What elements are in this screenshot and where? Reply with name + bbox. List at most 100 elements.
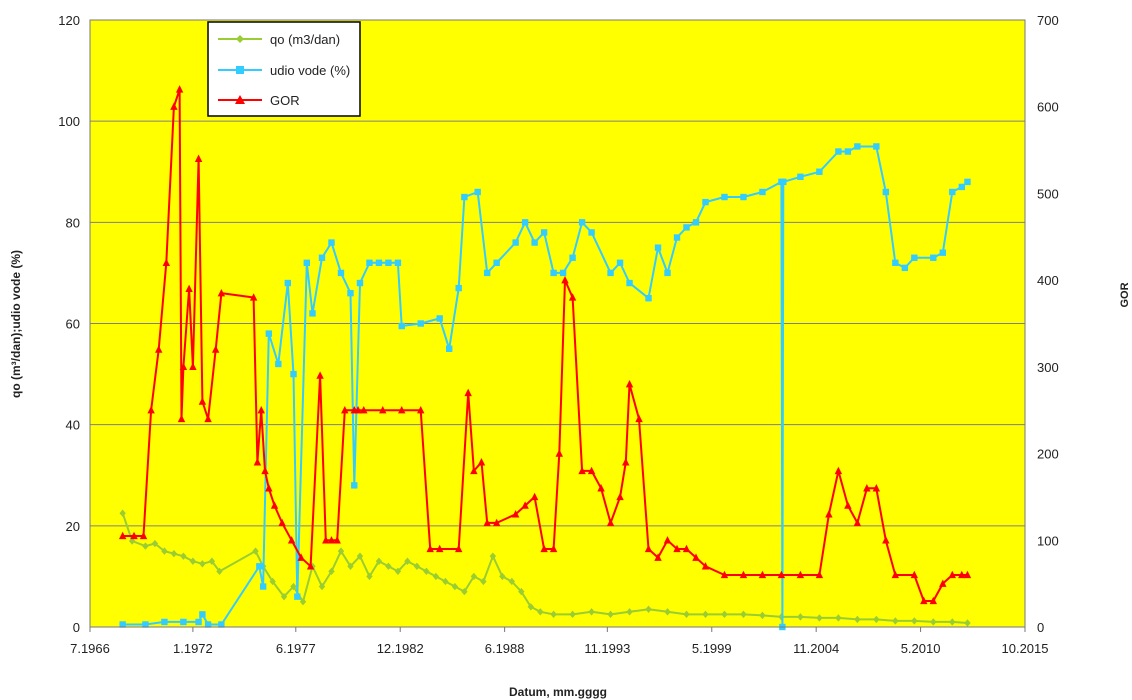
data-point-water xyxy=(417,320,424,327)
data-point-water xyxy=(892,259,899,266)
data-point-qo xyxy=(356,552,364,560)
data-point-qo xyxy=(816,614,823,622)
data-point-water xyxy=(759,188,766,196)
series-line-gor xyxy=(122,88,968,602)
plot-frame xyxy=(89,19,1026,628)
data-point-gor xyxy=(929,596,938,605)
data-point-water xyxy=(119,621,126,628)
data-point-gor xyxy=(483,518,491,527)
data-point-qo xyxy=(835,614,842,622)
data-point-gor xyxy=(322,536,330,544)
data-point-gor xyxy=(739,570,748,579)
data-point-water xyxy=(607,269,614,277)
data-point-water xyxy=(265,330,273,337)
data-point-gor xyxy=(194,154,203,162)
data-point-gor xyxy=(578,466,586,475)
y-tick-label: 100 xyxy=(58,114,80,129)
x-tick-label: 12.1982 xyxy=(377,641,424,656)
data-point-qo xyxy=(721,610,728,619)
data-point-gor xyxy=(297,553,305,561)
x-tick-label: 1.1972 xyxy=(173,641,213,656)
data-point-gor xyxy=(863,484,871,492)
data-point-qo xyxy=(683,610,690,619)
data-point-water xyxy=(347,289,354,297)
data-point-gor xyxy=(170,102,178,110)
data-point-gor xyxy=(663,536,672,544)
data-point-qo xyxy=(216,567,223,576)
data-point-gor xyxy=(185,284,193,293)
data-point-water xyxy=(303,259,311,266)
data-point-gor xyxy=(511,510,520,518)
data-point-gor xyxy=(872,484,881,492)
data-point-water xyxy=(493,259,500,266)
data-point-water xyxy=(521,219,529,226)
data-point-water xyxy=(569,254,576,261)
data-point-water xyxy=(474,188,481,196)
data-point-water xyxy=(290,370,297,378)
data-point-gor xyxy=(306,562,315,570)
data-point-qo xyxy=(199,560,206,568)
data-point-water xyxy=(161,618,168,626)
data-point-gor xyxy=(162,258,171,266)
data-point-water xyxy=(740,193,747,201)
data-point-water xyxy=(645,295,652,302)
data-point-qo xyxy=(470,572,478,581)
data-point-gor xyxy=(834,466,843,475)
data-point-water xyxy=(654,244,662,251)
gridlines xyxy=(90,120,1025,527)
data-point-gor xyxy=(341,406,349,414)
x-axis-label: Datum, mm.gggg xyxy=(509,685,607,699)
data-point-gor xyxy=(118,531,127,540)
data-point-qo xyxy=(161,547,168,555)
data-point-gor xyxy=(958,570,966,579)
data-point-qo xyxy=(280,592,288,601)
data-point-gor xyxy=(948,570,956,579)
data-point-water xyxy=(328,239,335,246)
data-point-qo xyxy=(318,582,326,591)
data-point-gor xyxy=(155,345,163,353)
data-point-water xyxy=(692,219,700,226)
data-point-water xyxy=(616,259,624,266)
x-tick-label: 7.1966 xyxy=(70,641,110,656)
data-point-gor xyxy=(920,596,928,605)
legend-label-gor: GOR xyxy=(270,93,300,108)
data-point-water xyxy=(356,279,364,287)
data-point-water xyxy=(309,310,316,317)
y-tick-label: 60 xyxy=(66,317,80,332)
data-point-qo xyxy=(119,509,126,517)
data-point-qo xyxy=(499,572,506,581)
data-point-water xyxy=(702,198,709,206)
data-point-qo xyxy=(394,567,402,576)
data-point-water xyxy=(385,259,392,266)
data-point-qo xyxy=(797,613,804,621)
data-point-water xyxy=(394,259,402,266)
data-point-qo xyxy=(489,552,497,560)
data-point-water xyxy=(844,148,852,155)
data-point-gor xyxy=(910,570,919,579)
data-point-water xyxy=(483,269,491,277)
data-point-qo xyxy=(569,610,576,619)
data-point-water xyxy=(664,269,671,277)
data-point-qo xyxy=(930,618,937,626)
data-point-water xyxy=(512,239,519,246)
data-point-gor xyxy=(426,544,434,553)
data-point-qo xyxy=(518,587,525,596)
data-point-gor xyxy=(720,570,729,579)
data-point-gor xyxy=(891,570,900,579)
series-water xyxy=(119,143,971,631)
data-point-water xyxy=(366,259,373,266)
y2-tick-label: 0 xyxy=(1037,620,1044,635)
data-point-water xyxy=(204,621,212,628)
data-point-gor xyxy=(777,570,786,579)
data-point-qo xyxy=(269,577,276,586)
data-point-gor xyxy=(287,536,296,544)
data-point-gor xyxy=(177,414,186,423)
data-point-gor xyxy=(147,406,155,414)
data-point-gor xyxy=(477,458,486,466)
data-point-water xyxy=(673,234,681,241)
data-point-water xyxy=(318,254,326,261)
data-point-water xyxy=(683,224,690,231)
data-point-qo xyxy=(366,572,373,581)
data-point-qo xyxy=(423,567,430,576)
series-line-water xyxy=(122,145,969,628)
